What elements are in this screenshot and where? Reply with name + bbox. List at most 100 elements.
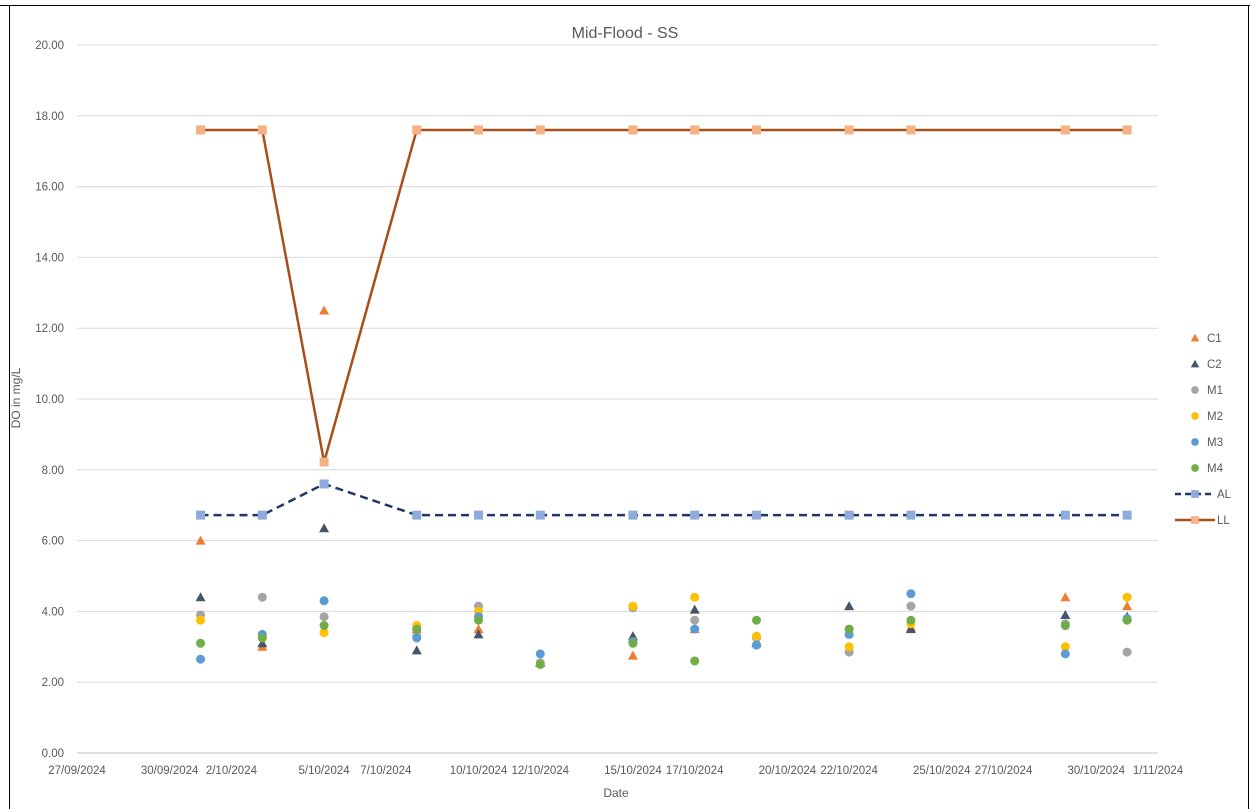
x-tick-label: 27/09/2024	[48, 765, 106, 777]
point-al	[844, 510, 854, 520]
point-m2	[1060, 642, 1070, 652]
point-m4	[196, 638, 206, 648]
point-m3	[412, 633, 422, 643]
point-al	[1060, 510, 1070, 520]
series-lines	[200, 128, 1128, 517]
left-border	[9, 5, 10, 809]
point-m1	[1122, 647, 1132, 657]
x-tick-label: 30/09/2024	[141, 765, 199, 777]
point-c1	[473, 624, 484, 634]
point-m4	[844, 624, 854, 634]
point-c2	[195, 592, 206, 602]
x-tick-label: 12/10/2024	[512, 765, 570, 777]
point-ll	[257, 125, 267, 135]
legend-marker-m3	[1191, 438, 1199, 446]
legend-label-c1: C1	[1207, 333, 1222, 345]
point-al	[535, 510, 545, 520]
point-al	[906, 510, 916, 520]
point-m4	[906, 615, 916, 625]
y-tick-label: 2.00	[42, 677, 64, 689]
legend-label-ll: LL	[1217, 515, 1230, 527]
point-m4	[412, 624, 422, 634]
series-line-al	[200, 482, 1128, 517]
point-c1	[1122, 601, 1133, 611]
point-al	[690, 510, 700, 520]
legend-marker-c2	[1190, 359, 1200, 368]
x-tick-label: 10/10/2024	[450, 765, 508, 777]
y-tick-label: 16.00	[35, 182, 64, 194]
y-tick-label: 10.00	[35, 394, 64, 406]
x-axis-label: Date	[603, 786, 629, 800]
series-line-ll	[200, 128, 1128, 463]
point-m4	[690, 656, 700, 666]
x-tick-label: 30/10/2024	[1067, 765, 1125, 777]
gridlines	[77, 44, 1158, 754]
point-c1	[195, 535, 206, 545]
x-tick-label: 27/10/2024	[975, 765, 1033, 777]
point-al	[751, 510, 761, 520]
y-tick-label: 0.00	[42, 748, 64, 760]
legend-label-m1: M1	[1207, 385, 1223, 397]
y-tick-label: 8.00	[42, 465, 64, 477]
point-al	[257, 510, 267, 520]
point-al	[412, 510, 422, 520]
point-c2	[411, 645, 422, 655]
y-tick-label: 18.00	[35, 111, 64, 123]
legend-marker-m4	[1191, 464, 1199, 472]
legend-label-m4: M4	[1207, 463, 1224, 475]
point-m4	[628, 638, 638, 648]
point-ll	[844, 125, 854, 135]
point-al	[628, 510, 638, 520]
point-c2	[1060, 609, 1071, 619]
x-tick-label: 22/10/2024	[820, 765, 878, 777]
point-m4	[535, 660, 545, 669]
point-ll	[535, 125, 545, 135]
legend-item-m1: M1	[1191, 385, 1223, 397]
point-m3	[319, 596, 329, 606]
x-tick-label: 20/10/2024	[759, 765, 817, 777]
legend-label-c2: C2	[1207, 359, 1222, 371]
point-ll	[196, 125, 206, 135]
point-m4	[751, 615, 761, 625]
point-ll	[751, 125, 761, 135]
point-al	[196, 510, 206, 520]
x-axis-ticks: 27/09/2024 30/09/2024 2/10/2024 5/10/2024 7/…	[48, 765, 1184, 777]
point-ll	[319, 457, 329, 467]
point-c2	[689, 604, 700, 614]
y-tick-label: 6.00	[42, 536, 64, 548]
point-c1	[319, 305, 330, 315]
point-m4	[1122, 615, 1132, 625]
legend-marker-c1	[1190, 333, 1200, 342]
point-m3	[1060, 649, 1070, 659]
point-m4	[1060, 621, 1070, 631]
point-c2	[844, 601, 855, 611]
point-m1	[690, 615, 700, 625]
legend-marker-al	[1191, 490, 1199, 498]
point-ll	[1060, 125, 1070, 135]
top-border	[0, 5, 1250, 6]
point-m3	[906, 589, 916, 599]
right-border	[1248, 5, 1249, 809]
point-m4	[319, 621, 329, 631]
chart-title: Mid-Flood - SS	[572, 25, 679, 42]
point-m2	[196, 615, 206, 625]
y-tick-label: 4.00	[42, 606, 64, 618]
legend-item-c1: C1	[1190, 333, 1222, 345]
point-m4	[257, 633, 267, 643]
point-m3	[751, 640, 761, 650]
legend-marker-m1	[1191, 386, 1199, 394]
legend-item-c2: C2	[1190, 359, 1222, 371]
point-c2	[319, 523, 330, 533]
point-m1	[319, 612, 329, 622]
point-al	[319, 479, 329, 489]
x-tick-label: 7/10/2024	[360, 765, 412, 777]
point-m2	[319, 628, 329, 638]
point-c1	[1060, 592, 1071, 602]
x-tick-label: 1/11/2024	[1133, 765, 1184, 777]
legend: C1 C2 M1 M2 M3 M4 AL LL	[1175, 333, 1232, 527]
x-tick-label: 25/10/2024	[913, 765, 971, 777]
y-axis-label: DO in mg/L	[9, 367, 23, 428]
point-c2	[473, 629, 484, 639]
y-tick-label: 14.00	[35, 252, 64, 264]
legend-marker-m2	[1191, 412, 1199, 420]
